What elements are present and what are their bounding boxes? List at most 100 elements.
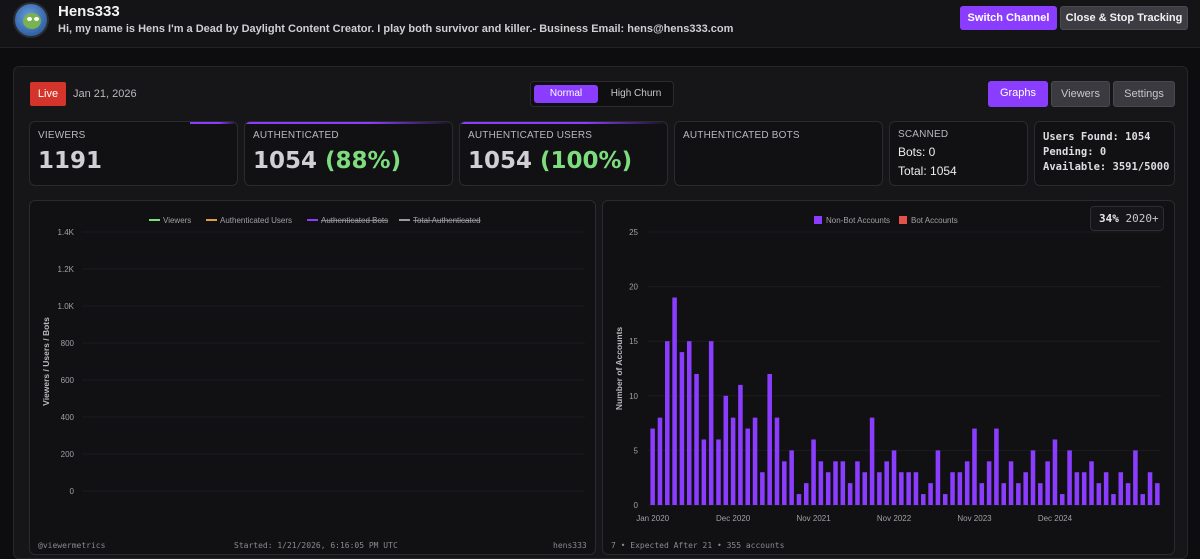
bar	[1067, 450, 1072, 505]
bar	[665, 341, 670, 505]
legend-label: Bot Accounts	[911, 216, 958, 225]
y-tick-label: 0	[70, 487, 75, 496]
bar	[679, 352, 685, 505]
scanned-label: SCANNED	[898, 129, 949, 140]
bar	[738, 384, 743, 505]
channel-handle: hens333	[553, 541, 587, 550]
bar	[950, 472, 955, 505]
bar	[716, 439, 721, 505]
scan-status-card: Users Found: 1054 Pending: 0 Available: …	[1034, 121, 1175, 186]
viewers-line-chart: 0 200 400 600 800 1.0K 1.2K 1.4K Viewers / Users…	[29, 200, 596, 555]
channel-name: Hens333	[58, 3, 120, 20]
bar	[657, 417, 663, 505]
bar	[855, 461, 860, 505]
legend-label: Non-Bot Accounts	[826, 216, 890, 225]
users-found: Users Found: 1054	[1043, 131, 1151, 143]
y-tick-label: 800	[61, 339, 75, 348]
bar	[862, 472, 868, 505]
bar	[1016, 483, 1021, 505]
live-badge: Live	[30, 82, 66, 106]
bar	[1059, 494, 1065, 505]
bar	[745, 428, 751, 505]
account-age-chart-svg: 0 5 10 15 20 25 Number of Accounts Jan 2020 Dec …	[614, 216, 1161, 523]
bar	[782, 461, 787, 505]
bar	[942, 494, 948, 505]
switch-channel-button[interactable]: Switch Channel	[960, 6, 1057, 30]
bar	[1125, 483, 1131, 505]
bar	[1089, 461, 1094, 505]
x-tick-label: Nov 2021	[796, 514, 831, 523]
bar	[1103, 472, 1109, 505]
pending-count: Pending: 0	[1043, 146, 1107, 158]
bar	[723, 395, 729, 505]
x-tick-label: Nov 2022	[877, 514, 912, 523]
mode-toggle: Normal High Churn	[530, 81, 674, 107]
bar	[979, 483, 985, 505]
mode-normal-button[interactable]: Normal	[534, 85, 598, 103]
y-tick-label: 1.4K	[58, 228, 75, 237]
authenticated-percent: (88%)	[325, 148, 402, 174]
legend-swatch	[814, 216, 822, 224]
bar	[650, 428, 655, 505]
bar	[1001, 483, 1007, 505]
scanned-card: SCANNED Bots: 0 Total: 1054	[889, 121, 1028, 186]
bar	[774, 417, 780, 505]
bar	[767, 373, 772, 505]
y-tick-label: 0	[634, 501, 639, 510]
bar	[730, 417, 736, 505]
authenticated-label: AUTHENTICATED	[253, 130, 339, 141]
close-stop-tracking-button[interactable]: Close & Stop Tracking	[1060, 6, 1188, 30]
bar	[847, 483, 853, 505]
bar	[1038, 483, 1043, 505]
scanned-bots: Bots: 0	[898, 145, 936, 159]
y-tick-label: 400	[61, 413, 75, 422]
bar	[928, 483, 933, 505]
bar	[803, 483, 809, 505]
y-axis-title: Viewers / Users / Bots	[41, 317, 51, 406]
tab-settings[interactable]: Settings	[1113, 81, 1175, 107]
bar	[1074, 472, 1080, 505]
authenticated-users-label: AUTHENTICATED USERS	[468, 130, 593, 141]
bar	[701, 439, 707, 505]
y-tick-label: 25	[629, 228, 638, 237]
legend-label: Authenticated Bots	[321, 216, 388, 225]
bar	[1111, 494, 1116, 505]
bar	[796, 494, 802, 505]
session-date: Jan 21, 2026	[73, 88, 137, 100]
y-tick-label: 20	[629, 283, 638, 292]
percent-suffix: 2020+	[1125, 212, 1159, 225]
legend-label: Authenticated Users	[220, 216, 292, 225]
x-tick-label: Nov 2023	[957, 514, 992, 523]
bar	[1096, 483, 1102, 505]
mode-high-churn-button[interactable]: High Churn	[610, 88, 662, 99]
bar	[1030, 450, 1036, 505]
bar	[708, 341, 714, 505]
tab-graphs[interactable]: Graphs	[988, 81, 1048, 107]
bar	[686, 341, 692, 505]
x-tick-label: Dec 2020	[716, 514, 751, 523]
bar	[891, 450, 897, 505]
authenticated-users-card: AUTHENTICATED USERS 1054 (100%)	[459, 121, 668, 186]
account-age-bar-chart: 0 5 10 15 20 25 Number of Accounts Jan 2020 Dec …	[602, 200, 1175, 555]
bar	[884, 461, 889, 505]
scanned-total: Total: 1054	[898, 164, 957, 178]
bar	[672, 297, 677, 505]
y-tick-label: 1.0K	[58, 302, 75, 311]
bar	[818, 461, 824, 505]
brand-label: @viewermetrics	[38, 541, 106, 550]
bar	[833, 461, 838, 505]
viewers-card: VIEWERS 1191	[29, 121, 238, 186]
bar	[1147, 472, 1153, 505]
x-tick-label: Dec 2024	[1038, 514, 1073, 523]
authenticated-card: AUTHENTICATED 1054 (88%)	[244, 121, 453, 186]
channel-avatar	[13, 2, 49, 38]
tab-viewers[interactable]: Viewers	[1051, 81, 1110, 107]
authenticated-users-percent: (100%)	[540, 148, 633, 174]
bar	[957, 472, 963, 505]
percent-value: 34%	[1099, 212, 1119, 225]
y-tick-label: 200	[61, 450, 75, 459]
authenticated-bots-label: AUTHENTICATED BOTS	[683, 130, 800, 141]
authenticated-value: 1054	[253, 148, 318, 174]
bar	[1052, 439, 1058, 505]
viewers-value: 1191	[38, 148, 103, 174]
